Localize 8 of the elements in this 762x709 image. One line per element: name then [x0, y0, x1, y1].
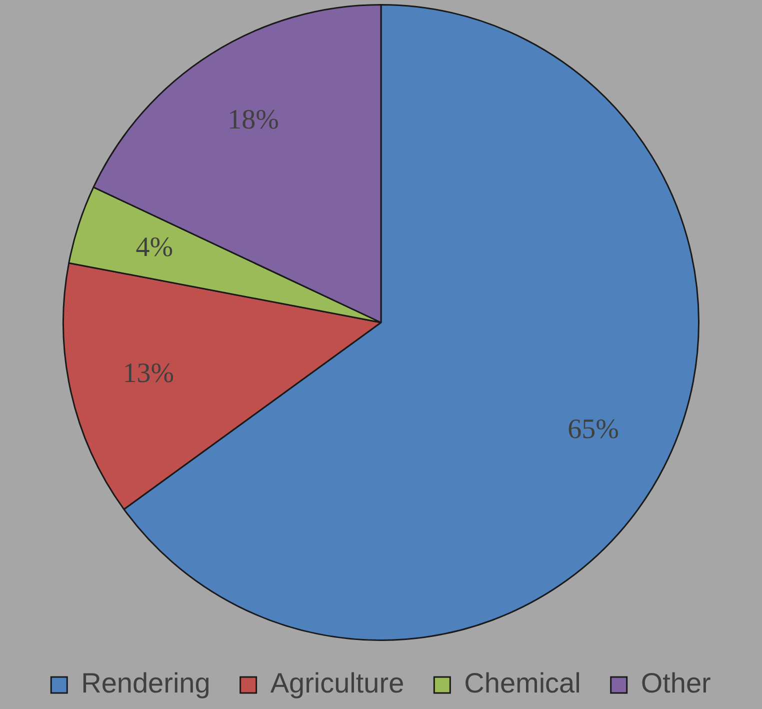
legend-label: Rendering	[81, 668, 210, 699]
data-label: 13%	[122, 358, 174, 389]
data-label: 65%	[568, 414, 619, 446]
data-label: 18%	[228, 104, 279, 136]
data-label: 4%	[136, 232, 174, 264]
legend-label: Chemical	[464, 668, 581, 699]
legend-label: Other	[640, 668, 711, 699]
legend-label: Agriculture	[270, 668, 404, 699]
